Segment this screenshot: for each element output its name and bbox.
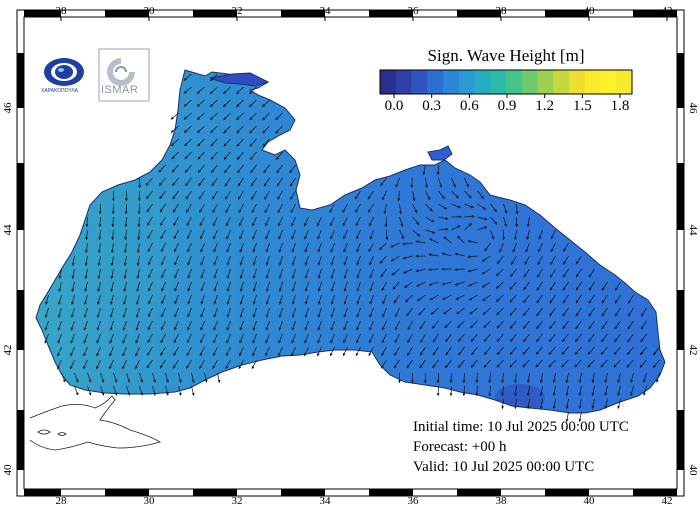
- lon-label-top: 34: [320, 5, 332, 17]
- frame-segment: [545, 10, 589, 17]
- lon-label-top: 28: [56, 5, 68, 17]
- colorbar-swatch: [569, 70, 585, 94]
- colorbar-swatch: [585, 70, 601, 94]
- frame-segment: [457, 489, 501, 496]
- frame-segment: [17, 163, 24, 230]
- frame-segment: [105, 10, 149, 17]
- lat-label-left: 42: [2, 345, 14, 356]
- frame-segment: [193, 10, 237, 17]
- lon-label-top: 36: [408, 5, 420, 17]
- frame-segment: [281, 489, 325, 496]
- colorbar-swatch: [616, 70, 632, 94]
- frame-segment: [369, 489, 413, 496]
- lat-label-left: 40: [2, 464, 14, 476]
- lat-label-right: 46: [687, 103, 699, 115]
- colorbar-swatch: [601, 70, 617, 94]
- frame-segment: [545, 489, 589, 496]
- colorbar-swatch: [396, 70, 412, 94]
- lon-label-top: 42: [662, 5, 673, 17]
- frame-segment: [677, 163, 684, 230]
- frame-segment: [677, 53, 684, 108]
- lon-label-bottom: 34: [320, 495, 332, 507]
- lon-label-bottom: 36: [408, 495, 420, 507]
- lat-label-left: 46: [2, 102, 14, 114]
- lon-label-top: 40: [584, 5, 596, 17]
- colorbar-swatch: [443, 70, 459, 94]
- colorbar-swatch: [490, 70, 506, 94]
- lon-label-bottom: 32: [232, 495, 243, 507]
- frame-segment: [17, 53, 24, 108]
- frame-segment: [677, 290, 684, 350]
- colorbar-swatch: [553, 70, 569, 94]
- lon-label-bottom: 40: [584, 495, 596, 507]
- frame-segment: [457, 10, 501, 17]
- lat-label-right: 44: [687, 225, 699, 237]
- colorbar-swatch: [506, 70, 522, 94]
- colorbar: [380, 70, 633, 98]
- frame-segment: [17, 290, 24, 350]
- lon-label-top: 38: [496, 5, 508, 17]
- colorbar-swatch: [538, 70, 554, 94]
- lat-label-left: 44: [2, 224, 14, 236]
- lon-label-top: 32: [232, 5, 243, 17]
- frame-segment: [369, 10, 413, 17]
- colorbar-swatch: [459, 70, 475, 94]
- frame-segment: [281, 10, 325, 17]
- lon-label-bottom: 28: [56, 495, 68, 507]
- colorbar-swatch: [427, 70, 443, 94]
- lat-label-right: 42: [687, 345, 699, 356]
- frame-segment: [677, 410, 684, 470]
- lon-label-bottom: 30: [144, 495, 156, 507]
- colorbar-swatch: [380, 70, 396, 94]
- lon-label-top: 30: [144, 5, 156, 17]
- lon-label-bottom: 42: [662, 495, 673, 507]
- colorbar-swatch: [475, 70, 491, 94]
- colorbar-swatch: [522, 70, 538, 94]
- frame-segment: [105, 489, 149, 496]
- lon-label-bottom: 38: [496, 495, 508, 507]
- lat-label-right: 40: [687, 465, 699, 477]
- frame-segment: [17, 410, 24, 470]
- colorbar-swatch: [412, 70, 428, 94]
- frame-segment: [193, 489, 237, 496]
